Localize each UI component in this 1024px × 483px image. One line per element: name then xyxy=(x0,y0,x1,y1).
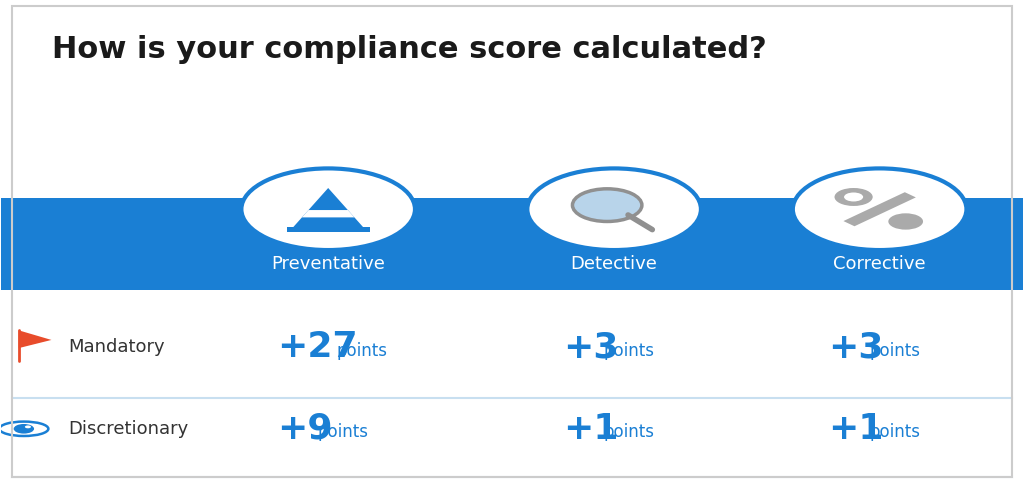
Text: points: points xyxy=(318,423,369,441)
Text: Detective: Detective xyxy=(570,255,657,273)
Polygon shape xyxy=(292,188,365,229)
Circle shape xyxy=(25,426,31,428)
Text: Discretionary: Discretionary xyxy=(68,420,188,438)
Text: Corrective: Corrective xyxy=(834,255,926,273)
Text: How is your compliance score calculated?: How is your compliance score calculated? xyxy=(52,35,767,64)
Text: points: points xyxy=(604,423,655,441)
Text: +1: +1 xyxy=(563,412,618,446)
Circle shape xyxy=(242,169,415,250)
Circle shape xyxy=(527,169,700,250)
Polygon shape xyxy=(18,330,51,348)
Polygon shape xyxy=(844,192,915,226)
Text: points: points xyxy=(869,341,921,359)
Circle shape xyxy=(889,213,923,229)
FancyBboxPatch shape xyxy=(287,227,370,232)
Text: points: points xyxy=(869,423,921,441)
Text: +1: +1 xyxy=(828,412,884,446)
FancyBboxPatch shape xyxy=(1,199,1023,289)
Circle shape xyxy=(572,189,642,222)
Circle shape xyxy=(793,169,967,250)
Text: points: points xyxy=(336,341,387,359)
Text: +3: +3 xyxy=(563,330,618,364)
Circle shape xyxy=(844,193,863,201)
Circle shape xyxy=(13,424,34,434)
Text: Mandatory: Mandatory xyxy=(68,338,165,356)
Text: +27: +27 xyxy=(278,330,357,364)
Circle shape xyxy=(835,188,872,206)
Polygon shape xyxy=(302,210,354,217)
Text: points: points xyxy=(604,341,655,359)
Text: +9: +9 xyxy=(278,412,333,446)
Text: +3: +3 xyxy=(828,330,884,364)
Text: Preventative: Preventative xyxy=(271,255,385,273)
